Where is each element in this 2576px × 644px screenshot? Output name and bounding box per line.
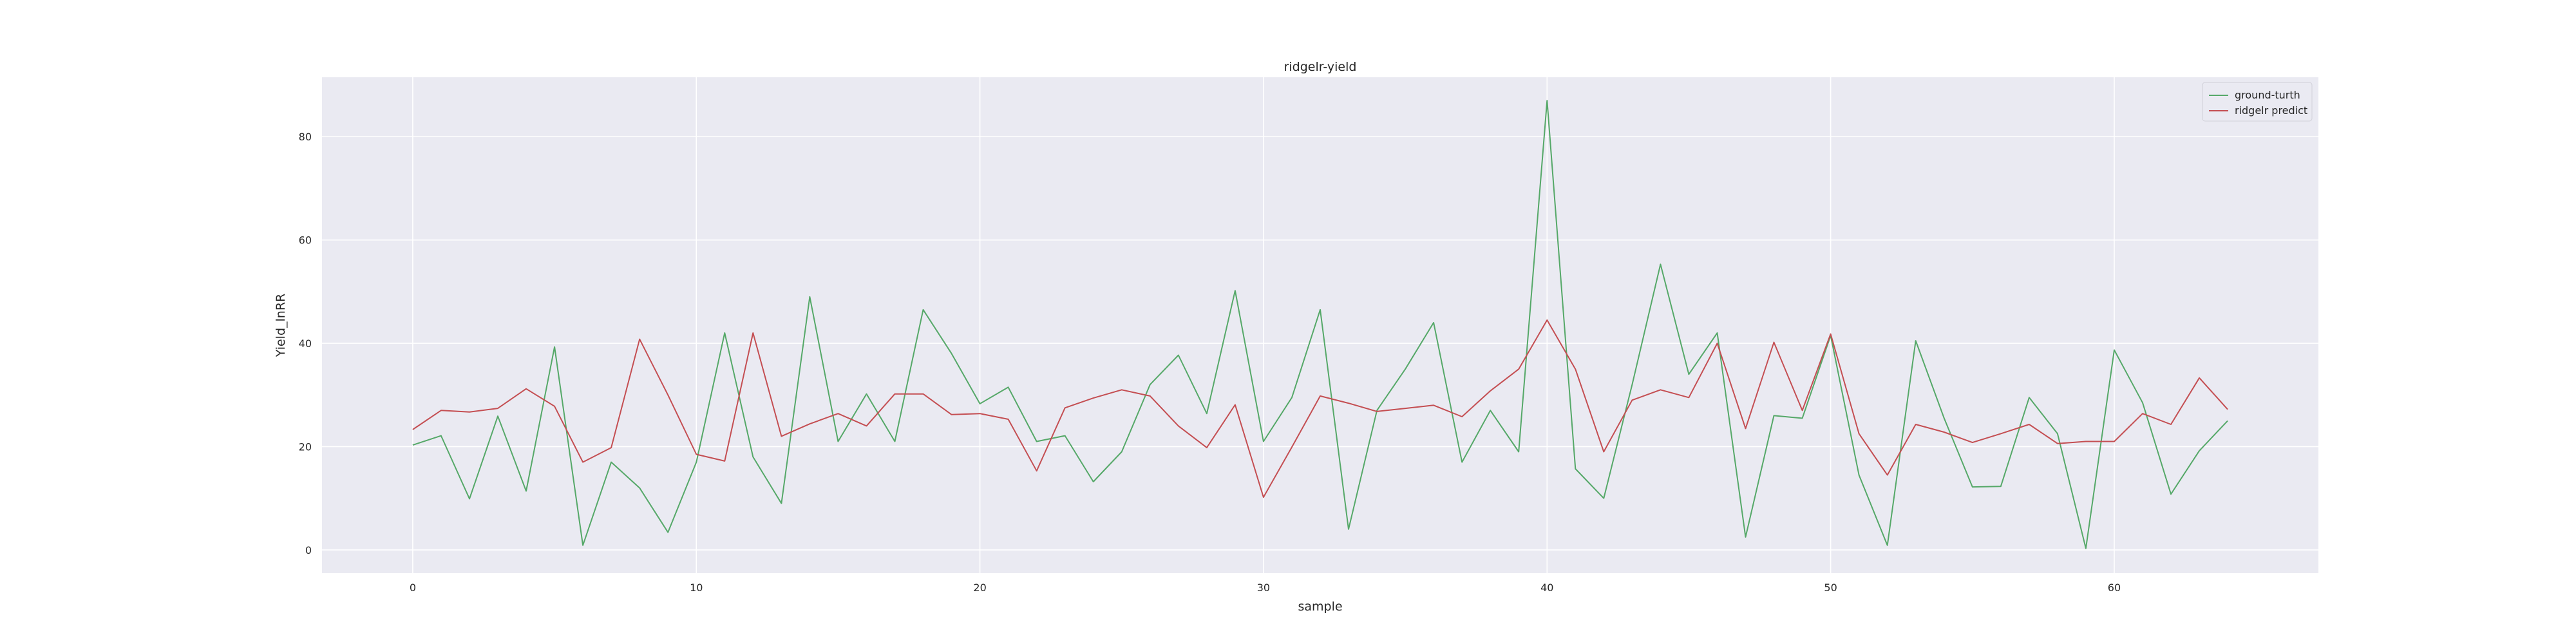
x-tick-label: 20: [973, 582, 986, 594]
legend-label: ridgelr predict: [2235, 104, 2307, 117]
x-tick-label: 0: [410, 582, 416, 594]
x-tick-label: 10: [690, 582, 703, 594]
x-tick-label: 30: [1257, 582, 1270, 594]
y-tick-label: 80: [299, 131, 312, 143]
y-tick-label: 60: [299, 234, 312, 247]
x-tick-label: 50: [1824, 582, 1837, 594]
x-axis-label: sample: [1298, 600, 1342, 614]
y-axis-label: Yield_lnRR: [274, 294, 288, 357]
series-line-0: [412, 100, 2228, 549]
x-tick-labels: 0 10 20 30 40 50 60: [410, 582, 2121, 594]
x-tick-label: 40: [1540, 582, 1553, 594]
legend: ground-turth ridgelr predict: [2202, 82, 2313, 122]
legend-box: [2202, 82, 2313, 122]
x-tick-label: 60: [2108, 582, 2121, 594]
series-line-1: [412, 319, 2228, 498]
plot-area: [322, 77, 2318, 573]
y-tick-label: 40: [299, 337, 312, 350]
y-tick-labels: 0 20 40 60 80: [299, 131, 312, 556]
series-lines: [412, 100, 2228, 549]
chart-title: ridgelr-yield: [1284, 60, 1357, 74]
y-tick-label: 20: [299, 440, 312, 453]
y-tick-label: 0: [305, 544, 312, 556]
grid-lines: [322, 77, 2318, 573]
legend-label: ground-turth: [2235, 89, 2300, 101]
